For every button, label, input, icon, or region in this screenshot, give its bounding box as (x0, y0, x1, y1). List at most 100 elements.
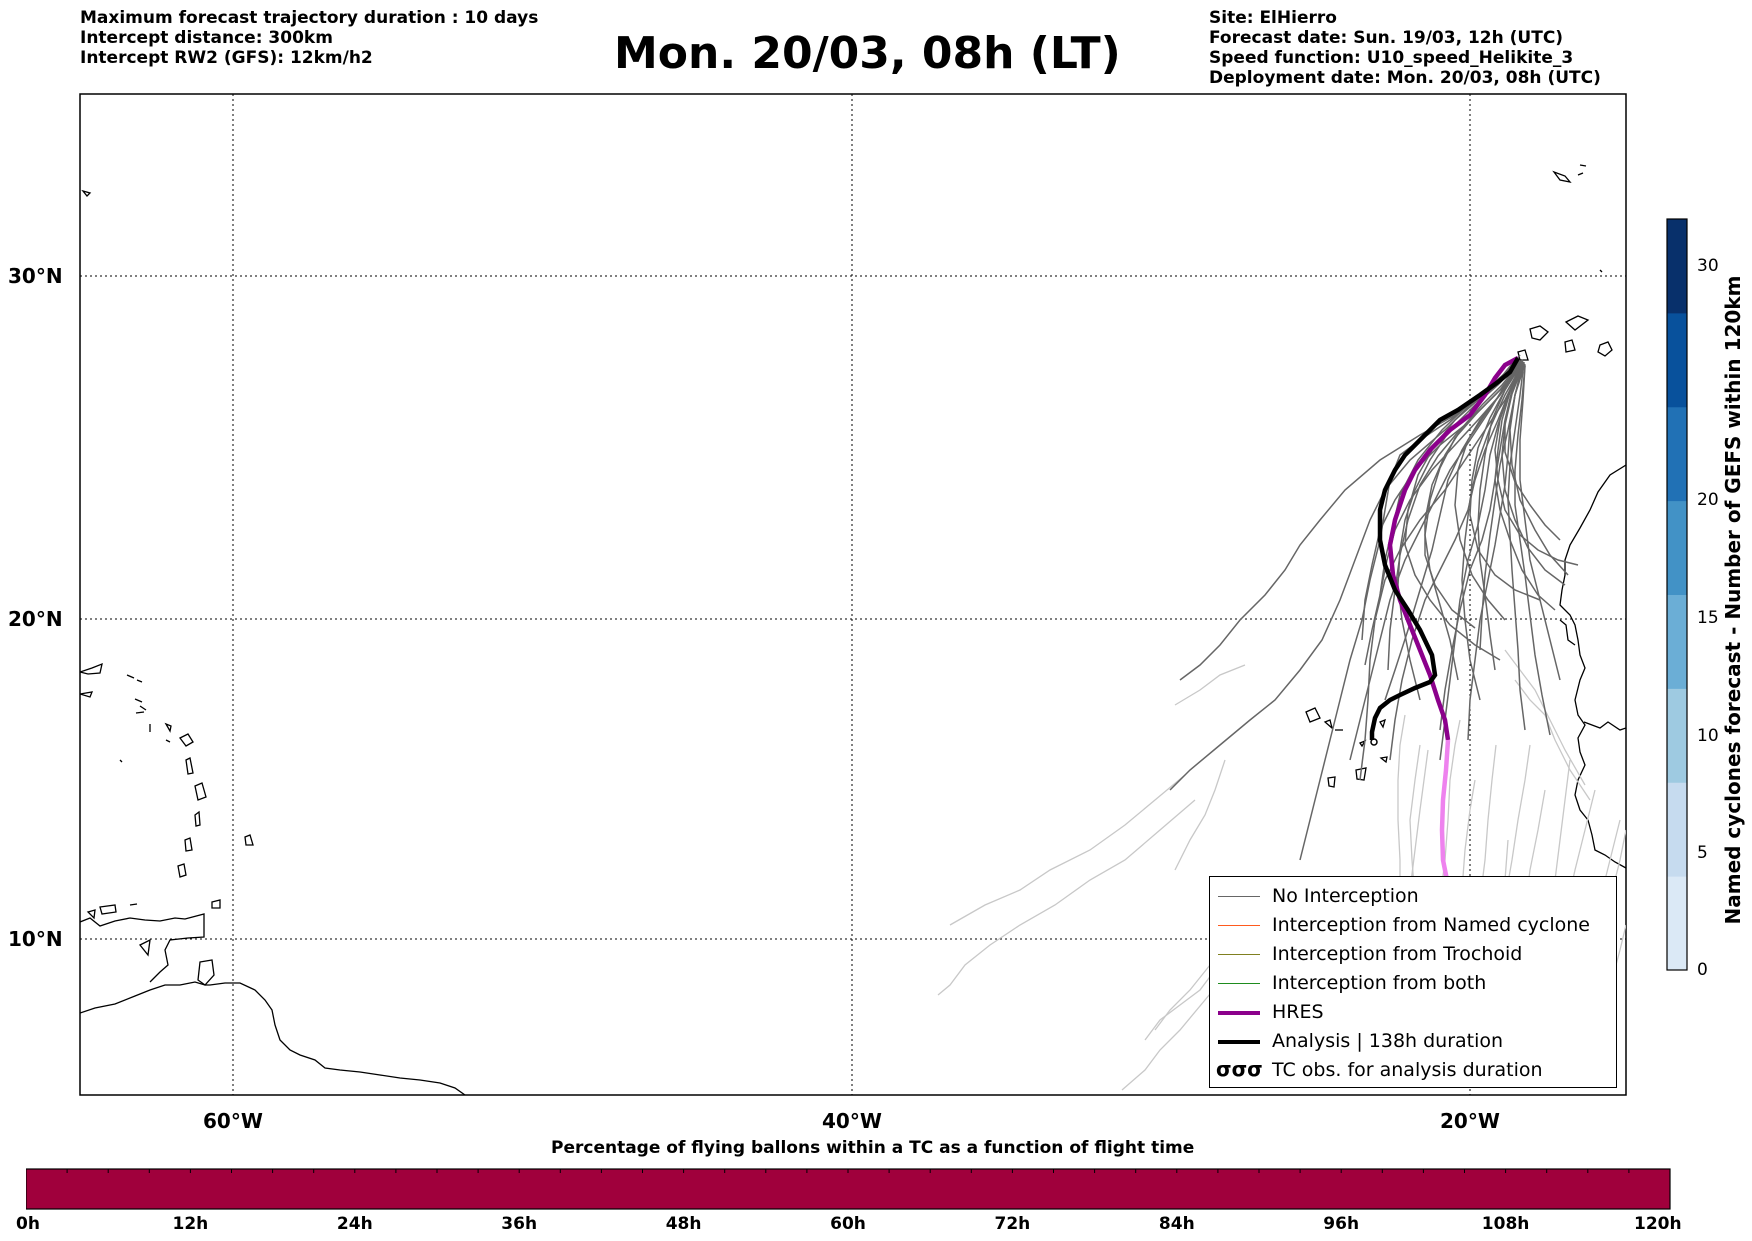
madeira-2 (1577, 172, 1584, 176)
canary-4 (1564, 315, 1590, 331)
map-legend: No Interception Interception from Named … (1209, 876, 1617, 1088)
lat-label-10n: 10°N (8, 927, 63, 951)
header-right-block: Site: ElHierro Forecast date: Sun. 19/03… (1209, 8, 1601, 88)
hres-track-late (1439, 739, 1451, 881)
legend-label: TC obs. for analysis duration (1272, 1059, 1543, 1081)
right-colorbar-label: Named cyclones forecast - Number of GEFS… (1721, 275, 1745, 925)
site-text: Site: ElHierro (1209, 8, 1337, 28)
bottom-colorbar (26, 1168, 1671, 1210)
colorbar-band (1667, 406, 1687, 502)
cape-verde-1 (1305, 707, 1321, 723)
antilles-9 (138, 938, 151, 957)
right-colorbar-tick-5: 5 (1697, 843, 1708, 863)
max-duration-text: Maximum forecast trajectory duration : 1… (80, 8, 539, 28)
antilles-6 (177, 863, 187, 878)
cape-verde-6 (1379, 756, 1388, 764)
bottom-colorbar-tick-label: 48h (665, 1214, 702, 1234)
lat-label-20n: 20°N (8, 607, 63, 631)
right-colorbar-tick-10: 10 (1697, 726, 1719, 746)
colorbar-band (1667, 594, 1687, 689)
thin-gray-line-icon (1218, 896, 1260, 897)
antilles-2 (185, 757, 194, 775)
small-island-e (165, 739, 171, 743)
deployment-date-text: Deployment date: Mon. 20/03, 08h (UTC) (1209, 68, 1601, 88)
thin-green-line-icon (1218, 983, 1260, 984)
legend-item-no-interception: No Interception (1210, 883, 1616, 911)
bottom-colorbar-tick-label: 72h (994, 1214, 1031, 1234)
legend-item-hres: HRES (1210, 999, 1616, 1027)
page-title: Mon. 20/03, 08h (LT) (614, 28, 1121, 79)
intercept-rw2-text: Intercept RW2 (GFS): 12km/h2 (80, 48, 373, 68)
analysis-track (1369, 356, 1520, 740)
trinidad-coast (197, 959, 215, 986)
legend-label: No Interception (1272, 885, 1419, 907)
tiny-isle (1599, 269, 1603, 273)
colorbar-band (1667, 876, 1687, 971)
bottom-colorbar-tick-label: 36h (501, 1214, 538, 1234)
colorbar-band (1667, 782, 1687, 877)
forecast-date-text: Forecast date: Sun. 19/03, 12h (UTC) (1209, 28, 1564, 48)
bottom-colorbar-tick-label: 84h (1158, 1214, 1195, 1234)
antilles-3 (194, 782, 207, 801)
legend-item-named-cyclone: Interception from Named cyclone (1210, 912, 1616, 940)
small-island-b (134, 698, 147, 711)
antilles-8 (244, 834, 254, 846)
thin-olive-line-icon (1218, 954, 1260, 955)
right-colorbar-tick-15: 15 (1697, 608, 1719, 628)
legend-label: Interception from both (1272, 972, 1487, 994)
canary-1 (1529, 325, 1549, 341)
bottom-colorbar-tick-label: 0h (16, 1214, 40, 1234)
guinea-coast (1583, 721, 1626, 731)
right-colorbar-tick-0: 0 (1697, 960, 1708, 980)
cyclone-symbols-icon: σσσ (1216, 1057, 1263, 1081)
bottom-colorbar-tick-label: 12h (172, 1214, 209, 1234)
small-island-g (129, 903, 138, 906)
lon-label-60w: 60°W (203, 1109, 263, 1133)
bottom-colorbar-tick-label: 96h (1323, 1214, 1360, 1234)
bottom-colorbar-tick-label: 60h (830, 1214, 866, 1234)
right-colorbar (1666, 218, 1688, 971)
bottom-colorbar-fill (26, 1168, 1671, 1210)
venezuela-coast (80, 913, 205, 983)
thick-black-line-icon (1218, 1040, 1260, 1044)
canary-3 (1597, 341, 1613, 357)
lon-label-20w: 20°W (1440, 1109, 1500, 1133)
coastlines (80, 164, 1626, 1095)
cape-verde-2 (1323, 719, 1334, 730)
hres-track (1387, 356, 1520, 741)
canary-5 (1517, 349, 1529, 361)
thin-orange-line-icon (1218, 925, 1260, 926)
colorbar-band (1667, 312, 1687, 408)
colorbar-band (1667, 500, 1687, 595)
small-island-f (119, 759, 123, 763)
colorbar-band (1667, 219, 1687, 314)
small-island-h (81, 189, 92, 197)
intercept-distance-text: Intercept distance: 300km (80, 28, 333, 48)
legend-item-trochoid: Interception from Trochoid (1210, 941, 1616, 969)
south-america-coast (80, 981, 466, 1095)
antilles-5 (184, 837, 193, 852)
header-left-block: Maximum forecast trajectory duration : 1… (80, 8, 538, 68)
lon-label-40w: 40°W (822, 1109, 882, 1133)
cape-verde-7 (1359, 739, 1367, 748)
legend-label: Interception from Named cyclone (1272, 914, 1590, 936)
bottom-colorbar-title: Percentage of flying ballons within a TC… (551, 1138, 1195, 1158)
legend-label: Analysis | 138h duration (1272, 1030, 1504, 1052)
virgin-islands (126, 674, 143, 683)
gridlines (80, 94, 1626, 1095)
antilles-7 (211, 899, 221, 909)
madeira-3 (1579, 164, 1587, 167)
legend-label: Interception from Trochoid (1272, 943, 1523, 965)
antilles-10 (99, 904, 117, 915)
right-colorbar-tick-30: 30 (1697, 256, 1719, 276)
antilles-11 (86, 909, 96, 920)
speed-function-text: Speed function: U10_speed_Helikite_3 (1209, 48, 1574, 68)
lat-label-30n: 30°N (8, 264, 63, 288)
page-title-text: Mon. 20/03, 08h (LT) (614, 28, 1121, 79)
canary-2 (1564, 339, 1576, 353)
puerto-rico (80, 662, 103, 675)
right-colorbar-tick-20: 20 (1697, 490, 1719, 510)
cape-verde-4 (1355, 767, 1367, 781)
legend-item-tc-obs: σσσ TC obs. for analysis duration (1210, 1057, 1616, 1085)
small-island-a (80, 691, 94, 698)
